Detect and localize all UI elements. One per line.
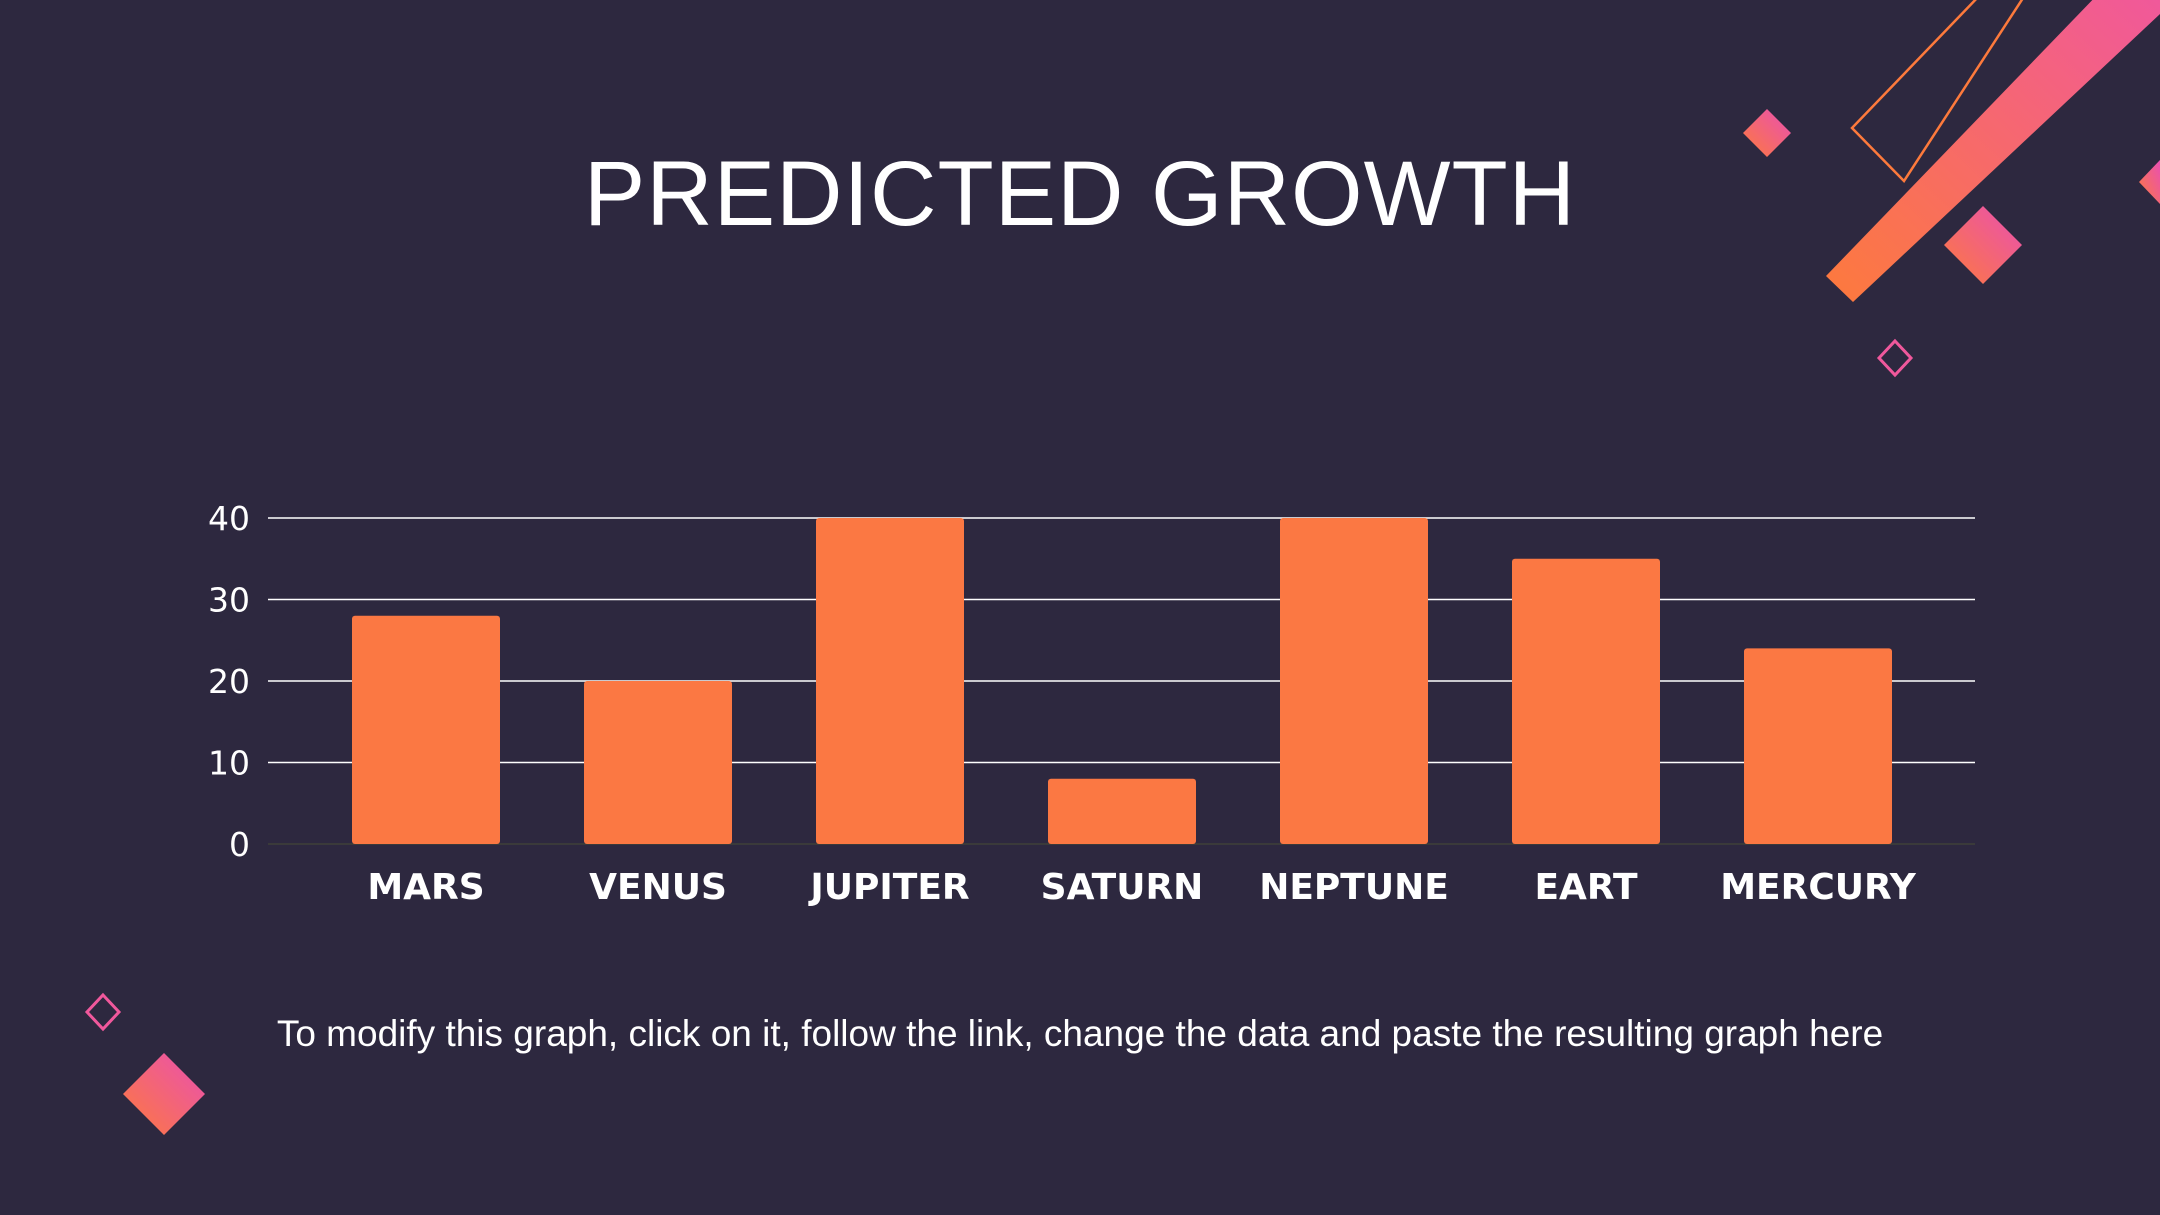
diamond-gradient-icon (1743, 109, 1791, 157)
x-category-label: MARS (367, 867, 484, 908)
diamond-outline-icon (84, 992, 122, 1032)
bar-eart[interactable] (1512, 558, 1660, 844)
bars (352, 518, 1892, 844)
y-tick-label: 20 (208, 662, 250, 701)
diamond-gradient-icon (1944, 206, 2022, 284)
bar-jupiter[interactable] (816, 518, 964, 844)
x-category-label: MERCURY (1720, 867, 1917, 908)
diamond-outline-icon (1876, 338, 1914, 378)
bar-saturn[interactable] (1048, 778, 1196, 844)
x-category-label: JUPITER (807, 867, 969, 908)
y-tick-label: 40 (208, 499, 250, 538)
diamond-gradient-icon (2139, 160, 2160, 204)
slide-title: PREDICTED GROWTH (583, 143, 1577, 245)
x-category-label: EART (1534, 867, 1638, 908)
diamond-gradient-icon (123, 1053, 205, 1135)
parallelogram-outline-icon (1850, 0, 2024, 183)
x-category-label: NEPTUNE (1259, 867, 1449, 908)
bar-mercury[interactable] (1744, 648, 1892, 844)
bar-mars[interactable] (352, 615, 500, 844)
x-category-label: VENUS (589, 867, 727, 908)
y-tick-label: 0 (229, 825, 250, 864)
x-category-label: SATURN (1041, 867, 1204, 908)
y-axis-ticks: 0 10 20 30 40 (208, 499, 250, 864)
slide-caption: To modify this graph, click on it, follo… (276, 1013, 1884, 1054)
stripe-gradient-icon (1826, 0, 2160, 302)
bar-venus[interactable] (584, 681, 732, 844)
y-tick-label: 10 (208, 744, 250, 783)
x-axis-labels: MARS VENUS JUPITER SATURN NEPTUNE EART MERCURY (367, 867, 1916, 908)
y-tick-label: 30 (208, 581, 250, 620)
bar-neptune[interactable] (1280, 518, 1428, 844)
